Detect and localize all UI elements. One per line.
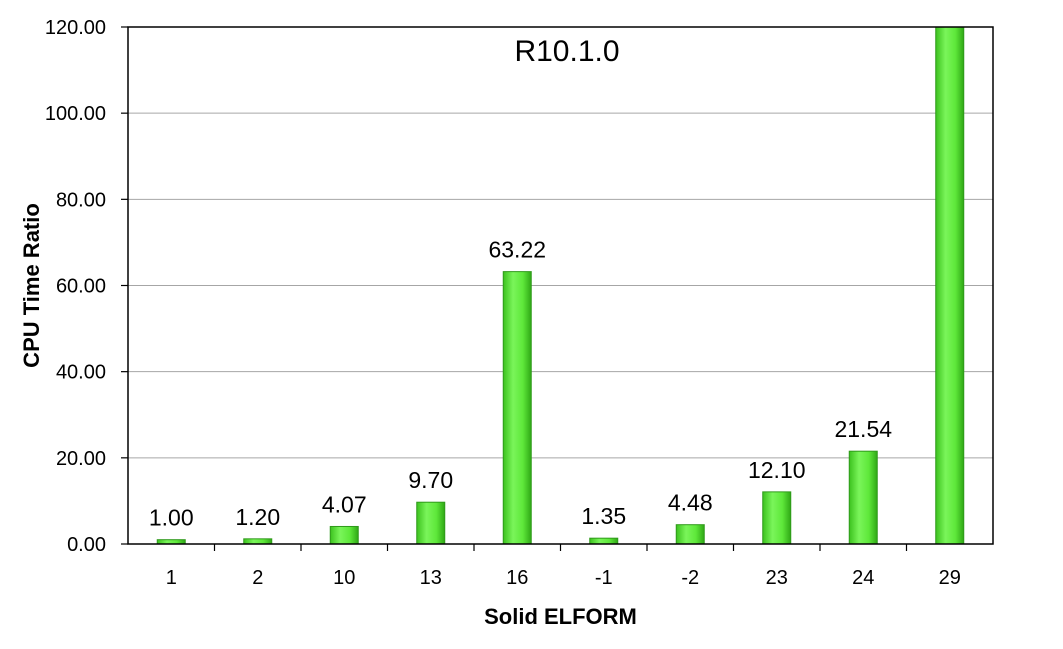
- bar: [675, 524, 705, 545]
- y-tick-label: 40.00: [56, 362, 106, 384]
- data-label: 1.00: [149, 505, 194, 531]
- x-tick-label: 16: [506, 567, 528, 589]
- bar: [935, 26, 965, 545]
- y-axis-title: CPU Time Ratio: [19, 203, 44, 368]
- y-tick-label: 80.00: [56, 189, 106, 211]
- y-tick-label: 0.00: [67, 534, 106, 556]
- gridlines: [128, 112, 993, 459]
- data-labels: 1.00 1.20 4.07 9.70 63.22 1.35 4.48 12.10 21.54: [149, 237, 892, 531]
- data-label: 1.20: [235, 504, 280, 530]
- x-axis-title: Solid ELFORM: [484, 604, 637, 629]
- x-tick-label: 10: [333, 567, 355, 589]
- data-label: 9.70: [408, 467, 453, 493]
- x-tick-label: 24: [852, 567, 874, 589]
- y-tick-label: 20.00: [56, 448, 106, 470]
- x-axis-ticks: 1 2 10 13 16 -1 -2 23 24 29: [166, 544, 961, 589]
- bar: [329, 525, 359, 545]
- x-tick-label: 1: [166, 567, 177, 589]
- y-axis-ticks: 0.00 20.00 40.00 60.00 80.00 100.00 120.00: [45, 17, 128, 556]
- bar: [416, 501, 446, 545]
- bar: [589, 537, 619, 545]
- x-tick-label: -2: [681, 567, 699, 589]
- data-label: 63.22: [488, 237, 546, 263]
- x-tick-label: 13: [420, 567, 442, 589]
- bar: [848, 450, 878, 545]
- bar: [762, 491, 792, 545]
- bars: [156, 26, 965, 545]
- y-tick-label: 120.00: [45, 17, 106, 39]
- x-tick-label: 23: [766, 567, 788, 589]
- y-tick-label: 60.00: [56, 276, 106, 298]
- bar: [243, 538, 273, 545]
- bar: [502, 271, 532, 545]
- y-tick-label: 100.00: [45, 103, 106, 125]
- x-tick-label: 29: [939, 567, 961, 589]
- x-tick-label: -1: [595, 567, 613, 589]
- data-label: 21.54: [834, 416, 892, 442]
- data-label: 12.10: [748, 457, 806, 483]
- x-tick-label: 2: [252, 567, 263, 589]
- data-label: 4.07: [322, 491, 367, 517]
- data-label: 4.48: [668, 490, 713, 516]
- chart-title: R10.1.0: [514, 35, 619, 68]
- data-label: 1.35: [581, 503, 626, 529]
